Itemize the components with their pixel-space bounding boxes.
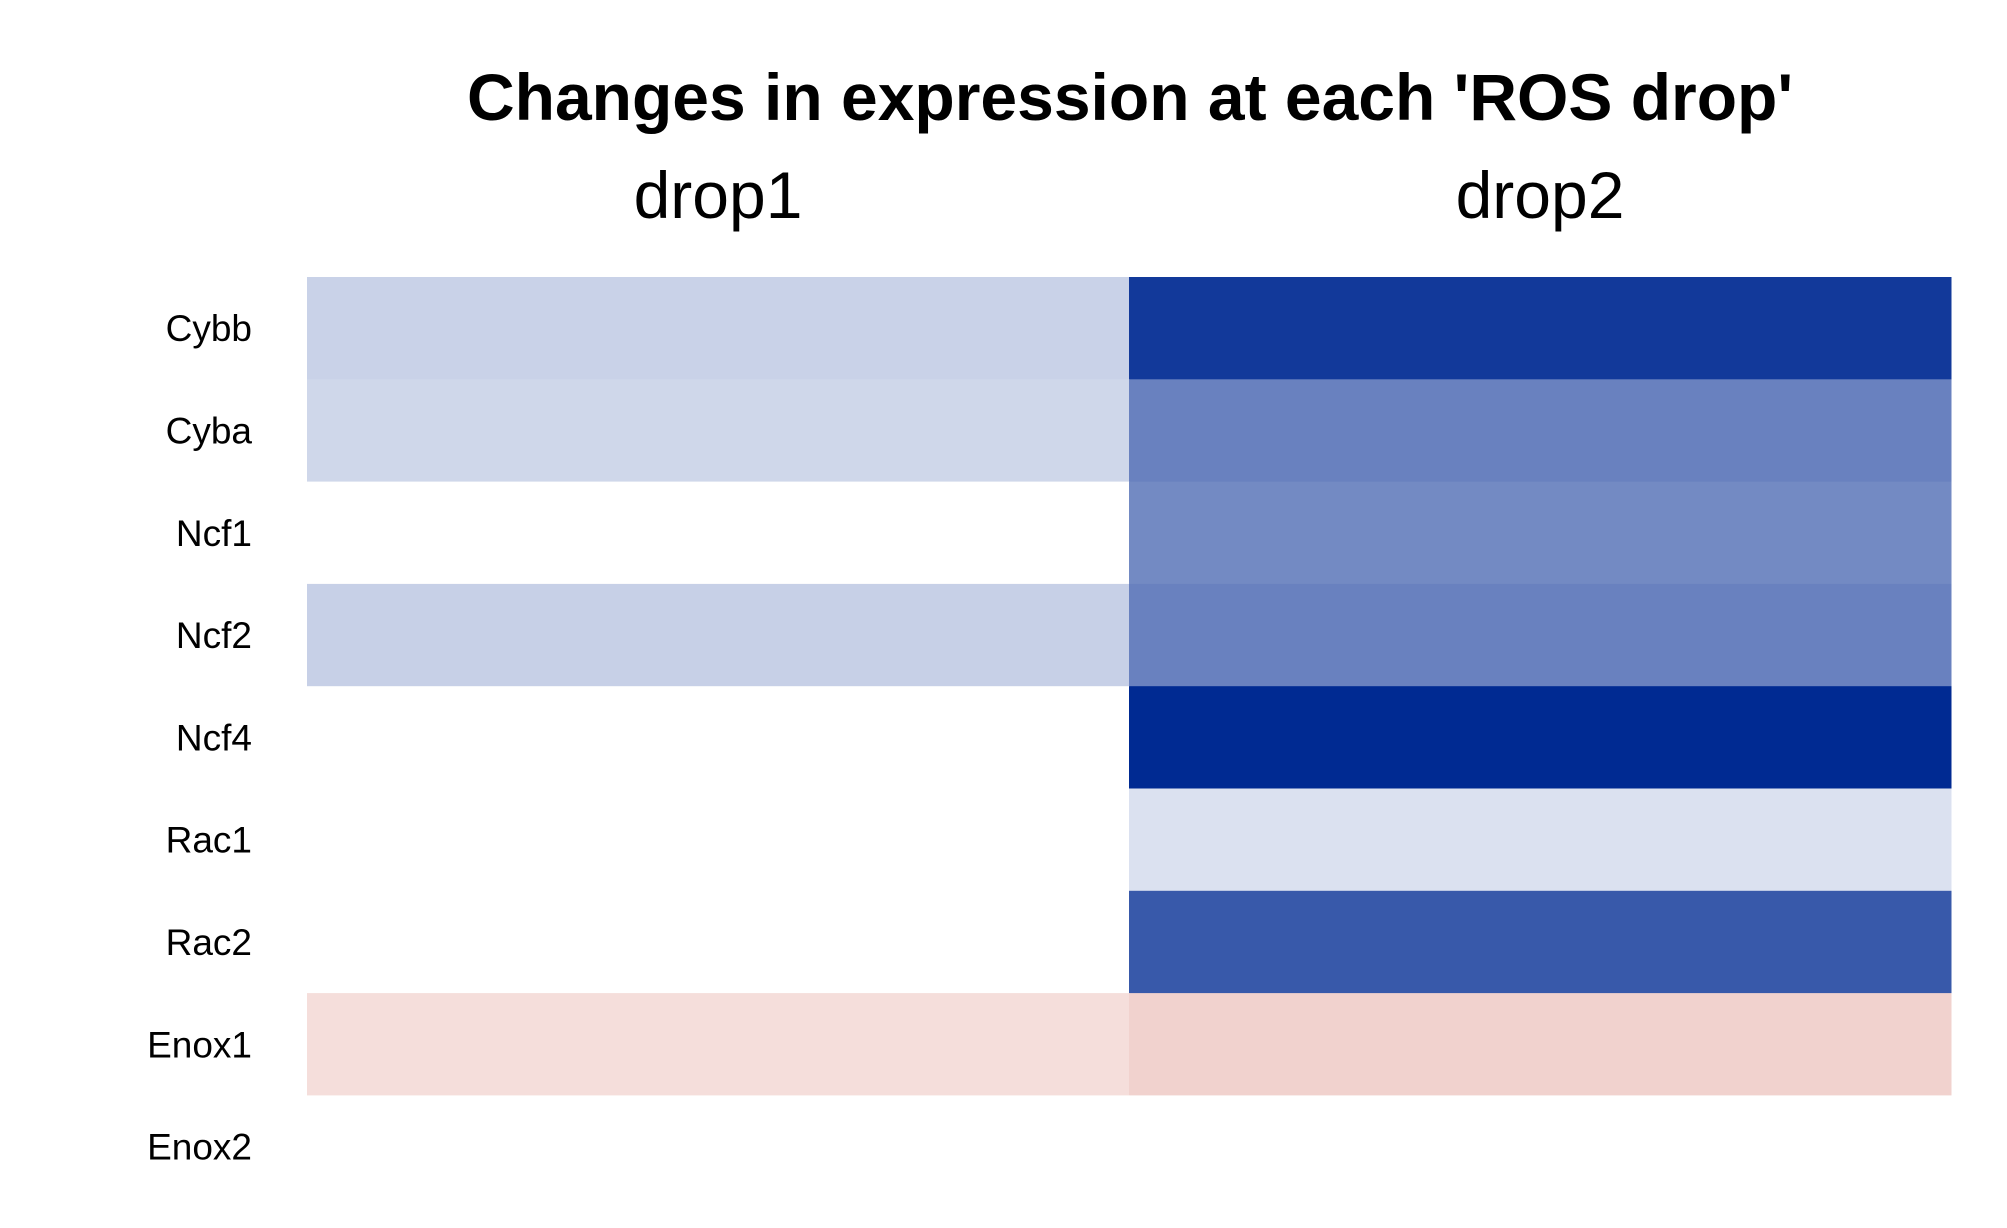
heatmap-cell <box>1129 890 1952 994</box>
row-label: Cyba <box>166 410 253 451</box>
heatmap-cell <box>307 583 1130 687</box>
heatmap-cell <box>1129 481 1952 585</box>
heatmap-cell <box>307 788 1130 892</box>
heatmap-cell <box>307 379 1130 483</box>
heatmap-cell <box>1129 277 1952 380</box>
heatmap-cell <box>1129 583 1952 687</box>
heatmap-cell <box>307 686 1130 789</box>
column-label: drop1 <box>634 158 803 232</box>
heatmap-cell <box>307 993 1130 1096</box>
column-labels: drop1 drop2 <box>634 158 1625 232</box>
chart-title: Changes in expression at each 'ROS drop' <box>467 60 1793 134</box>
row-label: Ncf2 <box>176 615 252 656</box>
row-label: Rac2 <box>166 922 252 963</box>
heatmap-cell <box>1129 379 1952 483</box>
heatmap-cell <box>307 481 1130 585</box>
heatmap-cells <box>307 277 1952 1199</box>
heatmap-cell <box>307 277 1130 380</box>
heatmap-cell <box>1129 686 1952 789</box>
heatmap-cell <box>1129 993 1952 1096</box>
row-label: Ncf1 <box>176 513 252 554</box>
heatmap-cell <box>1129 1095 1952 1199</box>
row-labels: Cybb Cyba Ncf1 Ncf2 Ncf4 Rac1 Rac2 Enox1 Enox2 <box>147 308 252 1167</box>
row-label: Enox1 <box>147 1024 252 1065</box>
column-label: drop2 <box>1456 158 1625 232</box>
row-label: Enox2 <box>147 1127 252 1168</box>
row-label: Cybb <box>166 308 252 349</box>
row-label: Ncf4 <box>176 717 252 758</box>
heatmap-cell <box>1129 788 1952 892</box>
heatmap-cell <box>307 1095 1130 1199</box>
row-label: Rac1 <box>166 820 252 861</box>
heatmap-cell <box>307 890 1130 994</box>
